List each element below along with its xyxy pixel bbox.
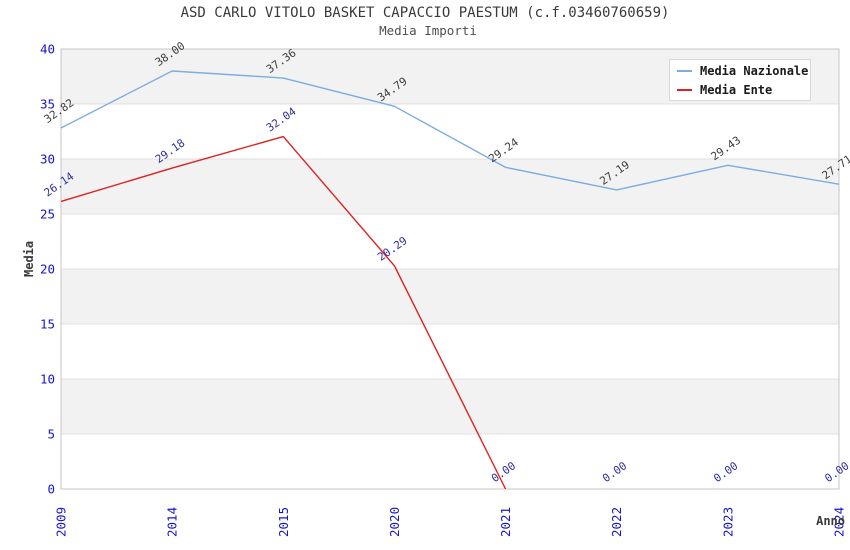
y-tick-label: 15 xyxy=(40,317,55,332)
legend-label: Media Ente xyxy=(700,82,773,97)
x-tick-label: 2022 xyxy=(609,507,624,537)
data-label: 32.04 xyxy=(264,105,299,135)
x-tick-label: 2023 xyxy=(720,507,735,537)
data-label: 0.00 xyxy=(711,459,740,485)
chart-title: ASD CARLO VITOLO BASKET CAPACCIO PAESTUM… xyxy=(180,5,670,21)
grid-band xyxy=(61,269,839,324)
series-line-media-ente xyxy=(60,135,507,490)
x-tick-label: 2021 xyxy=(498,507,513,537)
x-tick-label: 2015 xyxy=(276,507,291,537)
y-tick-label: 5 xyxy=(47,427,55,442)
x-tick-label: 2024 xyxy=(832,507,847,537)
x-tick-label: 2009 xyxy=(54,507,69,537)
series-line-media-nazionale xyxy=(60,70,840,191)
y-tick-label: 10 xyxy=(40,372,55,387)
legend-line-sample-ente xyxy=(677,88,692,91)
legend-label: Media Nazionale xyxy=(700,63,809,78)
x-tick-label: 2020 xyxy=(387,507,402,537)
legend-item-media-nazionale: Media Nazionale xyxy=(677,64,810,78)
y-tick-label: 35 xyxy=(40,97,55,112)
legend: Media Nazionale Media Ente xyxy=(669,59,811,101)
x-axis-title: Anno xyxy=(816,514,845,528)
grid-band xyxy=(61,159,839,214)
y-tick-label: 0 xyxy=(47,482,55,497)
y-axis-title: Media xyxy=(22,240,36,277)
x-tick-label: 2014 xyxy=(165,507,180,537)
data-label: 20.29 xyxy=(375,234,410,264)
plot-border xyxy=(60,48,840,490)
grid-band xyxy=(61,379,839,434)
y-tick-label: 20 xyxy=(40,262,55,277)
y-tick-label: 40 xyxy=(40,42,55,57)
legend-line-sample-nazionale xyxy=(677,69,692,72)
chart-subtitle: Media Importi xyxy=(379,23,477,38)
y-tick-label: 30 xyxy=(40,152,55,167)
data-label: 0.00 xyxy=(600,459,629,485)
data-label: 0.00 xyxy=(822,459,850,485)
legend-item-media-ente: Media Ente xyxy=(677,83,810,97)
y-tick-label: 25 xyxy=(40,207,55,222)
